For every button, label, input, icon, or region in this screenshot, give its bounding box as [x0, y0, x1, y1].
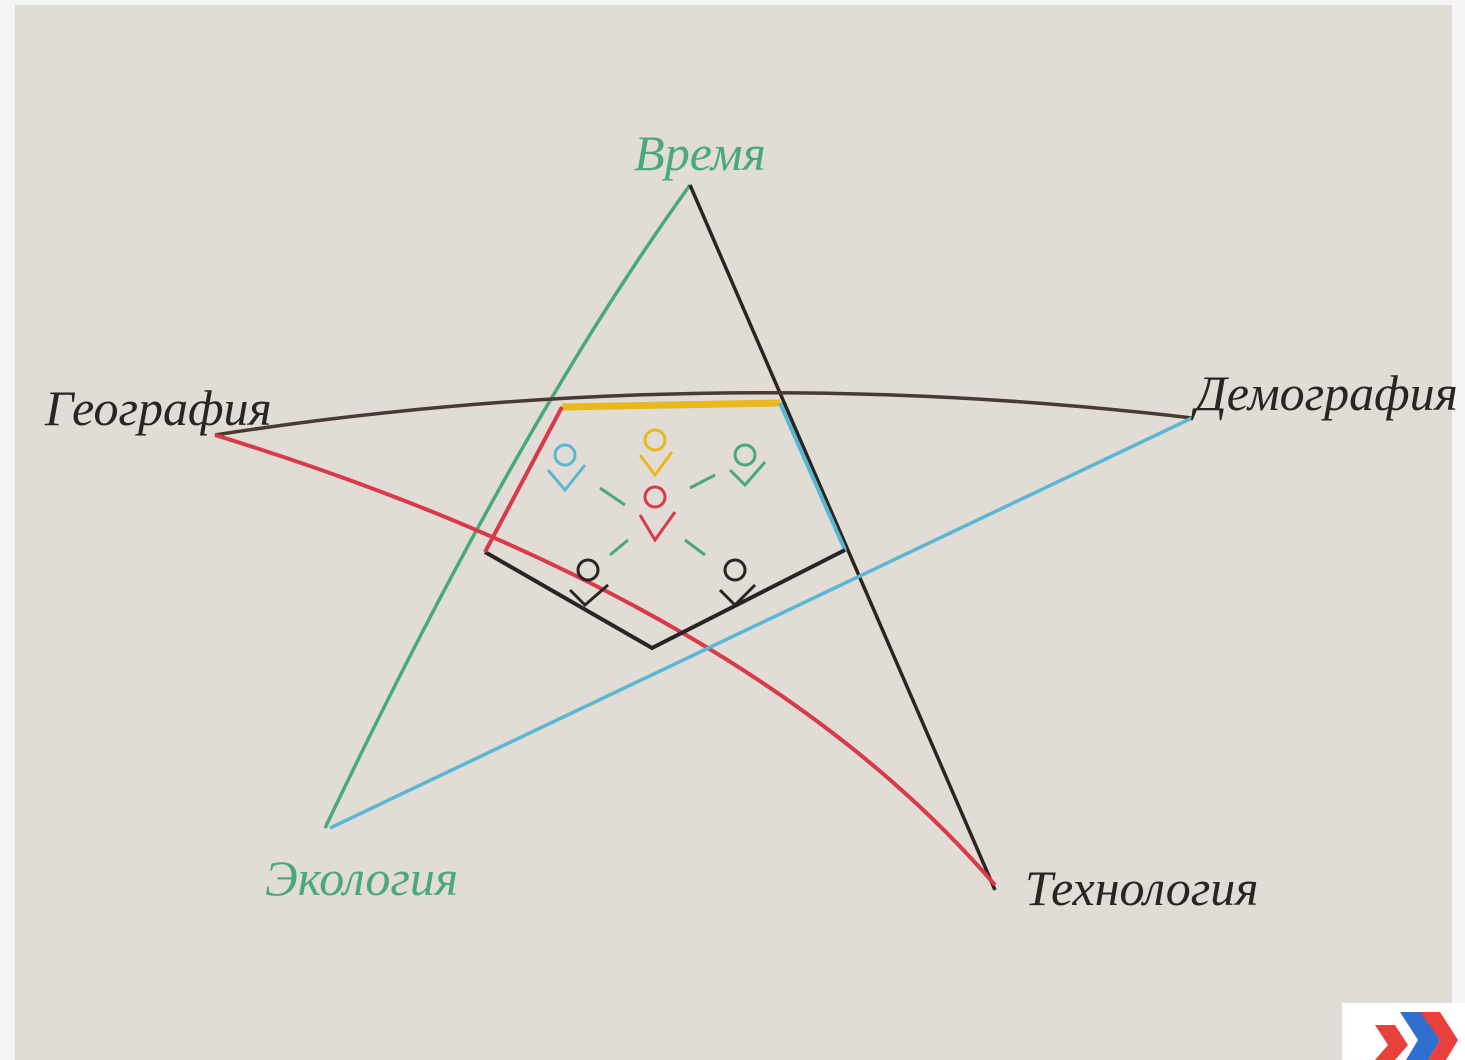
- node-label: Технология: [1025, 860, 1258, 916]
- logo: [1342, 1003, 1465, 1060]
- yellow-edge: [562, 403, 780, 407]
- node-label: География: [44, 380, 272, 436]
- diagram: Время География Демография Экология Техн…: [0, 0, 1465, 1060]
- node-label: Время: [634, 125, 766, 181]
- page: {"nodes": [ {"label": "Время"}, {"label"…: [0, 0, 1465, 1060]
- node-label: Демография: [1191, 365, 1458, 421]
- node-label: Экология: [265, 850, 458, 906]
